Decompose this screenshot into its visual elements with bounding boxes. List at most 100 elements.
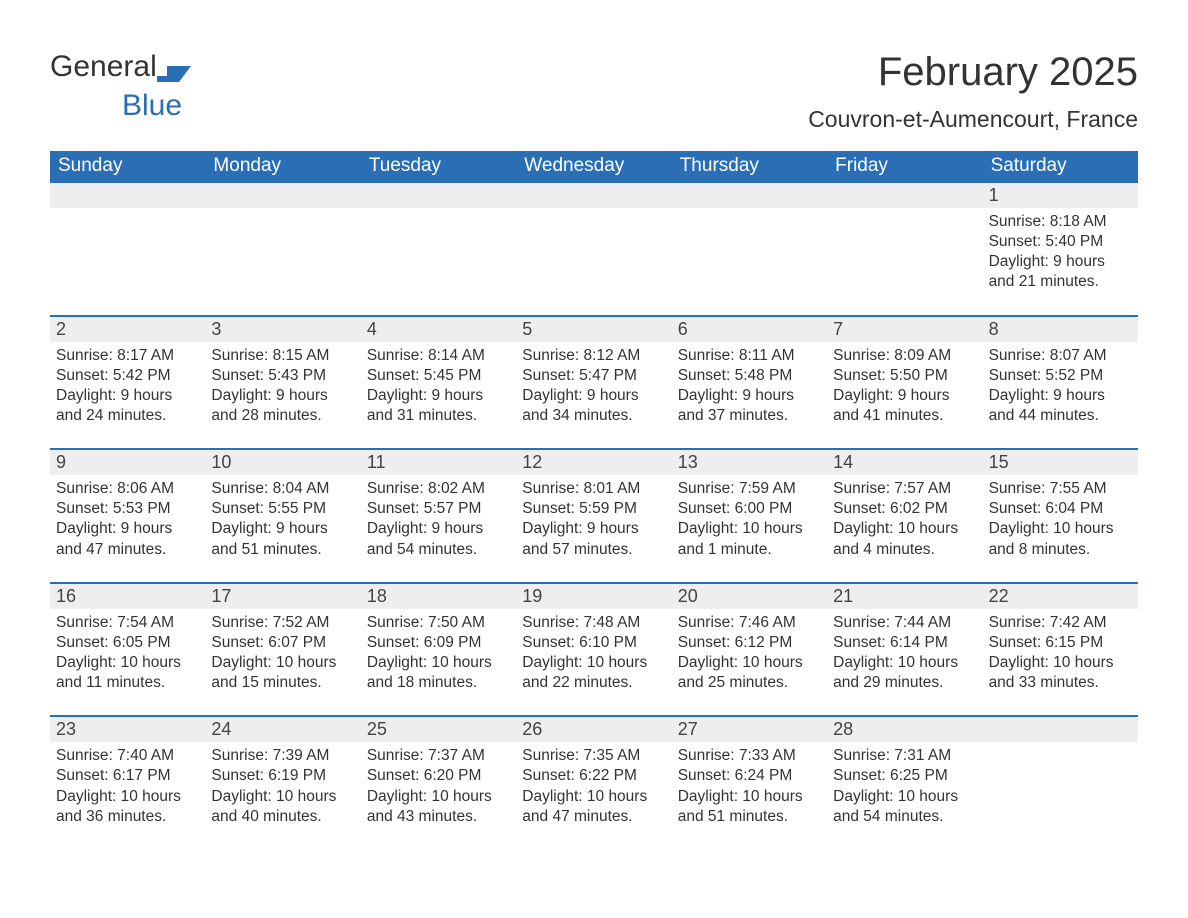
logo-word-blue: Blue bbox=[122, 89, 182, 122]
day-cell: Sunrise: 7:42 AMSunset: 6:15 PMDaylight:… bbox=[983, 609, 1138, 716]
sunset-text: Sunset: 5:50 PM bbox=[833, 366, 976, 386]
sunset-text: Sunset: 5:45 PM bbox=[367, 366, 510, 386]
calendar-page: General Blue February 2025 Couvron-et-Au… bbox=[0, 0, 1188, 889]
sunrise-text: Sunrise: 8:02 AM bbox=[367, 479, 510, 499]
weekday-header: Saturday bbox=[983, 151, 1138, 181]
header-right: February 2025 Couvron-et-Aumencourt, Fra… bbox=[808, 50, 1138, 133]
daylight-text: Daylight: 9 hours and 44 minutes. bbox=[989, 386, 1132, 426]
sunrise-text: Sunrise: 8:17 AM bbox=[56, 346, 199, 366]
daylight-text: Daylight: 10 hours and 33 minutes. bbox=[989, 653, 1132, 693]
logo-text: General Blue bbox=[50, 50, 191, 122]
day-number bbox=[205, 183, 360, 208]
sunset-text: Sunset: 6:09 PM bbox=[367, 633, 510, 653]
day-cell: Sunrise: 8:06 AMSunset: 5:53 PMDaylight:… bbox=[50, 475, 205, 582]
day-cell: Sunrise: 8:12 AMSunset: 5:47 PMDaylight:… bbox=[516, 342, 671, 449]
sunset-text: Sunset: 6:02 PM bbox=[833, 499, 976, 519]
daylight-text: Daylight: 10 hours and 47 minutes. bbox=[522, 787, 665, 827]
day-number: 5 bbox=[516, 317, 671, 342]
sunrise-text: Sunrise: 7:35 AM bbox=[522, 746, 665, 766]
sunset-text: Sunset: 5:52 PM bbox=[989, 366, 1132, 386]
sunset-text: Sunset: 6:17 PM bbox=[56, 766, 199, 786]
day-cell: Sunrise: 8:17 AMSunset: 5:42 PMDaylight:… bbox=[50, 342, 205, 449]
sunset-text: Sunset: 6:10 PM bbox=[522, 633, 665, 653]
sunrise-text: Sunrise: 8:06 AM bbox=[56, 479, 199, 499]
sunrise-text: Sunrise: 7:33 AM bbox=[678, 746, 821, 766]
day-cell: Sunrise: 8:09 AMSunset: 5:50 PMDaylight:… bbox=[827, 342, 982, 449]
sunset-text: Sunset: 6:04 PM bbox=[989, 499, 1132, 519]
day-number: 27 bbox=[672, 717, 827, 742]
sunrise-text: Sunrise: 8:07 AM bbox=[989, 346, 1132, 366]
sunset-text: Sunset: 5:53 PM bbox=[56, 499, 199, 519]
day-cell: Sunrise: 7:52 AMSunset: 6:07 PMDaylight:… bbox=[205, 609, 360, 716]
day-cell: Sunrise: 8:07 AMSunset: 5:52 PMDaylight:… bbox=[983, 342, 1138, 449]
day-cell: Sunrise: 7:59 AMSunset: 6:00 PMDaylight:… bbox=[672, 475, 827, 582]
day-number: 1 bbox=[983, 183, 1138, 208]
day-number: 20 bbox=[672, 584, 827, 609]
daynum-row: 23 24 25 26 27 28 bbox=[50, 715, 1138, 742]
sunrise-text: Sunrise: 8:12 AM bbox=[522, 346, 665, 366]
daylight-text: Daylight: 9 hours and 54 minutes. bbox=[367, 519, 510, 559]
daylight-text: Daylight: 9 hours and 47 minutes. bbox=[56, 519, 199, 559]
sunrise-text: Sunrise: 8:11 AM bbox=[678, 346, 821, 366]
day-cell: Sunrise: 8:11 AMSunset: 5:48 PMDaylight:… bbox=[672, 342, 827, 449]
daylight-text: Daylight: 10 hours and 43 minutes. bbox=[367, 787, 510, 827]
daynum-row: 16 17 18 19 20 21 22 bbox=[50, 582, 1138, 609]
daylight-text: Daylight: 10 hours and 54 minutes. bbox=[833, 787, 976, 827]
weekday-header: Wednesday bbox=[516, 151, 671, 181]
day-cell: Sunrise: 8:14 AMSunset: 5:45 PMDaylight:… bbox=[361, 342, 516, 449]
daylight-text: Daylight: 9 hours and 34 minutes. bbox=[522, 386, 665, 426]
day-number bbox=[361, 183, 516, 208]
day-number: 7 bbox=[827, 317, 982, 342]
week-body-row: Sunrise: 7:54 AMSunset: 6:05 PMDaylight:… bbox=[50, 609, 1138, 716]
sunset-text: Sunset: 6:14 PM bbox=[833, 633, 976, 653]
daylight-text: Daylight: 9 hours and 57 minutes. bbox=[522, 519, 665, 559]
day-cell: Sunrise: 7:48 AMSunset: 6:10 PMDaylight:… bbox=[516, 609, 671, 716]
sunset-text: Sunset: 5:40 PM bbox=[989, 232, 1132, 252]
day-number: 15 bbox=[983, 450, 1138, 475]
sunset-text: Sunset: 6:20 PM bbox=[367, 766, 510, 786]
sunset-text: Sunset: 6:15 PM bbox=[989, 633, 1132, 653]
daylight-text: Daylight: 10 hours and 15 minutes. bbox=[211, 653, 354, 693]
day-cell: Sunrise: 7:39 AMSunset: 6:19 PMDaylight:… bbox=[205, 742, 360, 849]
daylight-text: Daylight: 9 hours and 41 minutes. bbox=[833, 386, 976, 426]
day-number: 26 bbox=[516, 717, 671, 742]
day-number bbox=[672, 183, 827, 208]
sunrise-text: Sunrise: 7:55 AM bbox=[989, 479, 1132, 499]
sunrise-text: Sunrise: 7:37 AM bbox=[367, 746, 510, 766]
sunrise-text: Sunrise: 8:01 AM bbox=[522, 479, 665, 499]
weekday-header: Friday bbox=[827, 151, 982, 181]
daylight-text: Daylight: 10 hours and 11 minutes. bbox=[56, 653, 199, 693]
day-number bbox=[983, 717, 1138, 742]
sunrise-text: Sunrise: 7:52 AM bbox=[211, 613, 354, 633]
day-number: 12 bbox=[516, 450, 671, 475]
daylight-text: Daylight: 9 hours and 31 minutes. bbox=[367, 386, 510, 426]
day-cell bbox=[983, 742, 1138, 849]
day-cell: Sunrise: 8:15 AMSunset: 5:43 PMDaylight:… bbox=[205, 342, 360, 449]
daynum-row: 2 3 4 5 6 7 8 bbox=[50, 315, 1138, 342]
day-cell bbox=[205, 208, 360, 315]
day-cell: Sunrise: 7:54 AMSunset: 6:05 PMDaylight:… bbox=[50, 609, 205, 716]
daylight-text: Daylight: 9 hours and 21 minutes. bbox=[989, 252, 1132, 292]
sunset-text: Sunset: 6:25 PM bbox=[833, 766, 976, 786]
sunset-text: Sunset: 6:07 PM bbox=[211, 633, 354, 653]
logo-word-general: General bbox=[50, 50, 157, 83]
weekday-header: Thursday bbox=[672, 151, 827, 181]
day-number: 2 bbox=[50, 317, 205, 342]
sunrise-text: Sunrise: 7:57 AM bbox=[833, 479, 976, 499]
flag-icon bbox=[157, 56, 191, 89]
weekday-header: Monday bbox=[205, 151, 360, 181]
sunrise-text: Sunrise: 7:50 AM bbox=[367, 613, 510, 633]
sunrise-text: Sunrise: 8:04 AM bbox=[211, 479, 354, 499]
day-number: 13 bbox=[672, 450, 827, 475]
day-cell: Sunrise: 7:50 AMSunset: 6:09 PMDaylight:… bbox=[361, 609, 516, 716]
day-number bbox=[827, 183, 982, 208]
daynum-row: 9 10 11 12 13 14 15 bbox=[50, 448, 1138, 475]
month-title: February 2025 bbox=[808, 50, 1138, 94]
day-number: 23 bbox=[50, 717, 205, 742]
day-number: 19 bbox=[516, 584, 671, 609]
day-number: 14 bbox=[827, 450, 982, 475]
day-cell: Sunrise: 7:40 AMSunset: 6:17 PMDaylight:… bbox=[50, 742, 205, 849]
sunrise-text: Sunrise: 7:40 AM bbox=[56, 746, 199, 766]
day-cell: Sunrise: 7:55 AMSunset: 6:04 PMDaylight:… bbox=[983, 475, 1138, 582]
daylight-text: Daylight: 10 hours and 40 minutes. bbox=[211, 787, 354, 827]
